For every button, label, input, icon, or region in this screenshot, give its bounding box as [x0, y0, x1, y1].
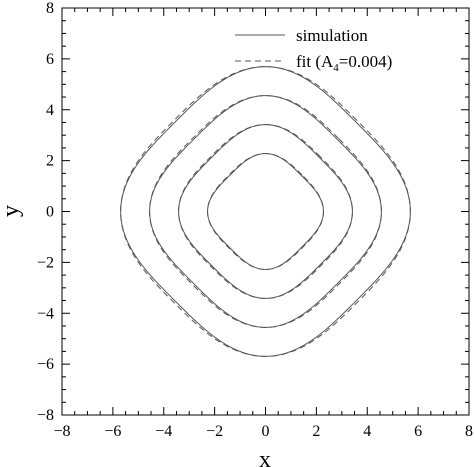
- legend-fit-suffix: =0.004): [339, 52, 393, 71]
- fit-contour: [120, 66, 411, 357]
- simulation-contour: [120, 66, 411, 357]
- legend-fit-prefix: fit (A: [296, 52, 334, 71]
- y-tick-label: −8: [37, 407, 54, 424]
- y-tick-labels: −8 −6 −4 −2 0 2 4 6 8: [37, 0, 54, 424]
- y-tick-label: 2: [46, 153, 54, 170]
- fit-contour: [149, 95, 382, 328]
- x-tick-labels: −8 −6 −4 −2 0 2 4 6 8: [53, 423, 473, 440]
- x-tick-label: 4: [363, 423, 371, 440]
- simulation-contour: [207, 153, 324, 270]
- legend-label-simulation: simulation: [296, 26, 368, 45]
- contour-curves: [120, 66, 411, 357]
- legend-fit-subscript: 4: [333, 62, 339, 74]
- simulation-contour: [178, 124, 353, 299]
- y-tick-label: 6: [46, 51, 54, 68]
- plot-frame: [61, 7, 470, 416]
- y-tick-label: −4: [37, 305, 54, 322]
- x-tick-label: −4: [155, 423, 172, 440]
- x-tick-label: 2: [312, 423, 320, 440]
- x-tick-label: −6: [104, 423, 121, 440]
- y-tick-label: 4: [46, 102, 54, 119]
- y-tick-label: −6: [37, 356, 54, 373]
- y-tick-label: −2: [37, 254, 54, 271]
- x-tick-label: 6: [414, 423, 422, 440]
- x-tick-label: −2: [206, 423, 223, 440]
- y-axis-label: y: [0, 205, 24, 217]
- x-tick-label: 8: [465, 423, 473, 440]
- y-tick-label: 8: [46, 0, 54, 17]
- x-tick-label: −8: [53, 423, 70, 440]
- fit-contour: [207, 153, 324, 270]
- legend: simulation fit (A4=0.004): [235, 26, 392, 74]
- axis-ticks: [61, 7, 470, 416]
- legend-label-fit: fit (A4=0.004): [296, 52, 392, 74]
- x-tick-label: 0: [262, 423, 270, 440]
- simulation-contour: [149, 95, 382, 328]
- x-axis-label: x: [259, 447, 271, 467]
- y-tick-label: 0: [46, 204, 54, 221]
- fit-contour: [178, 124, 353, 299]
